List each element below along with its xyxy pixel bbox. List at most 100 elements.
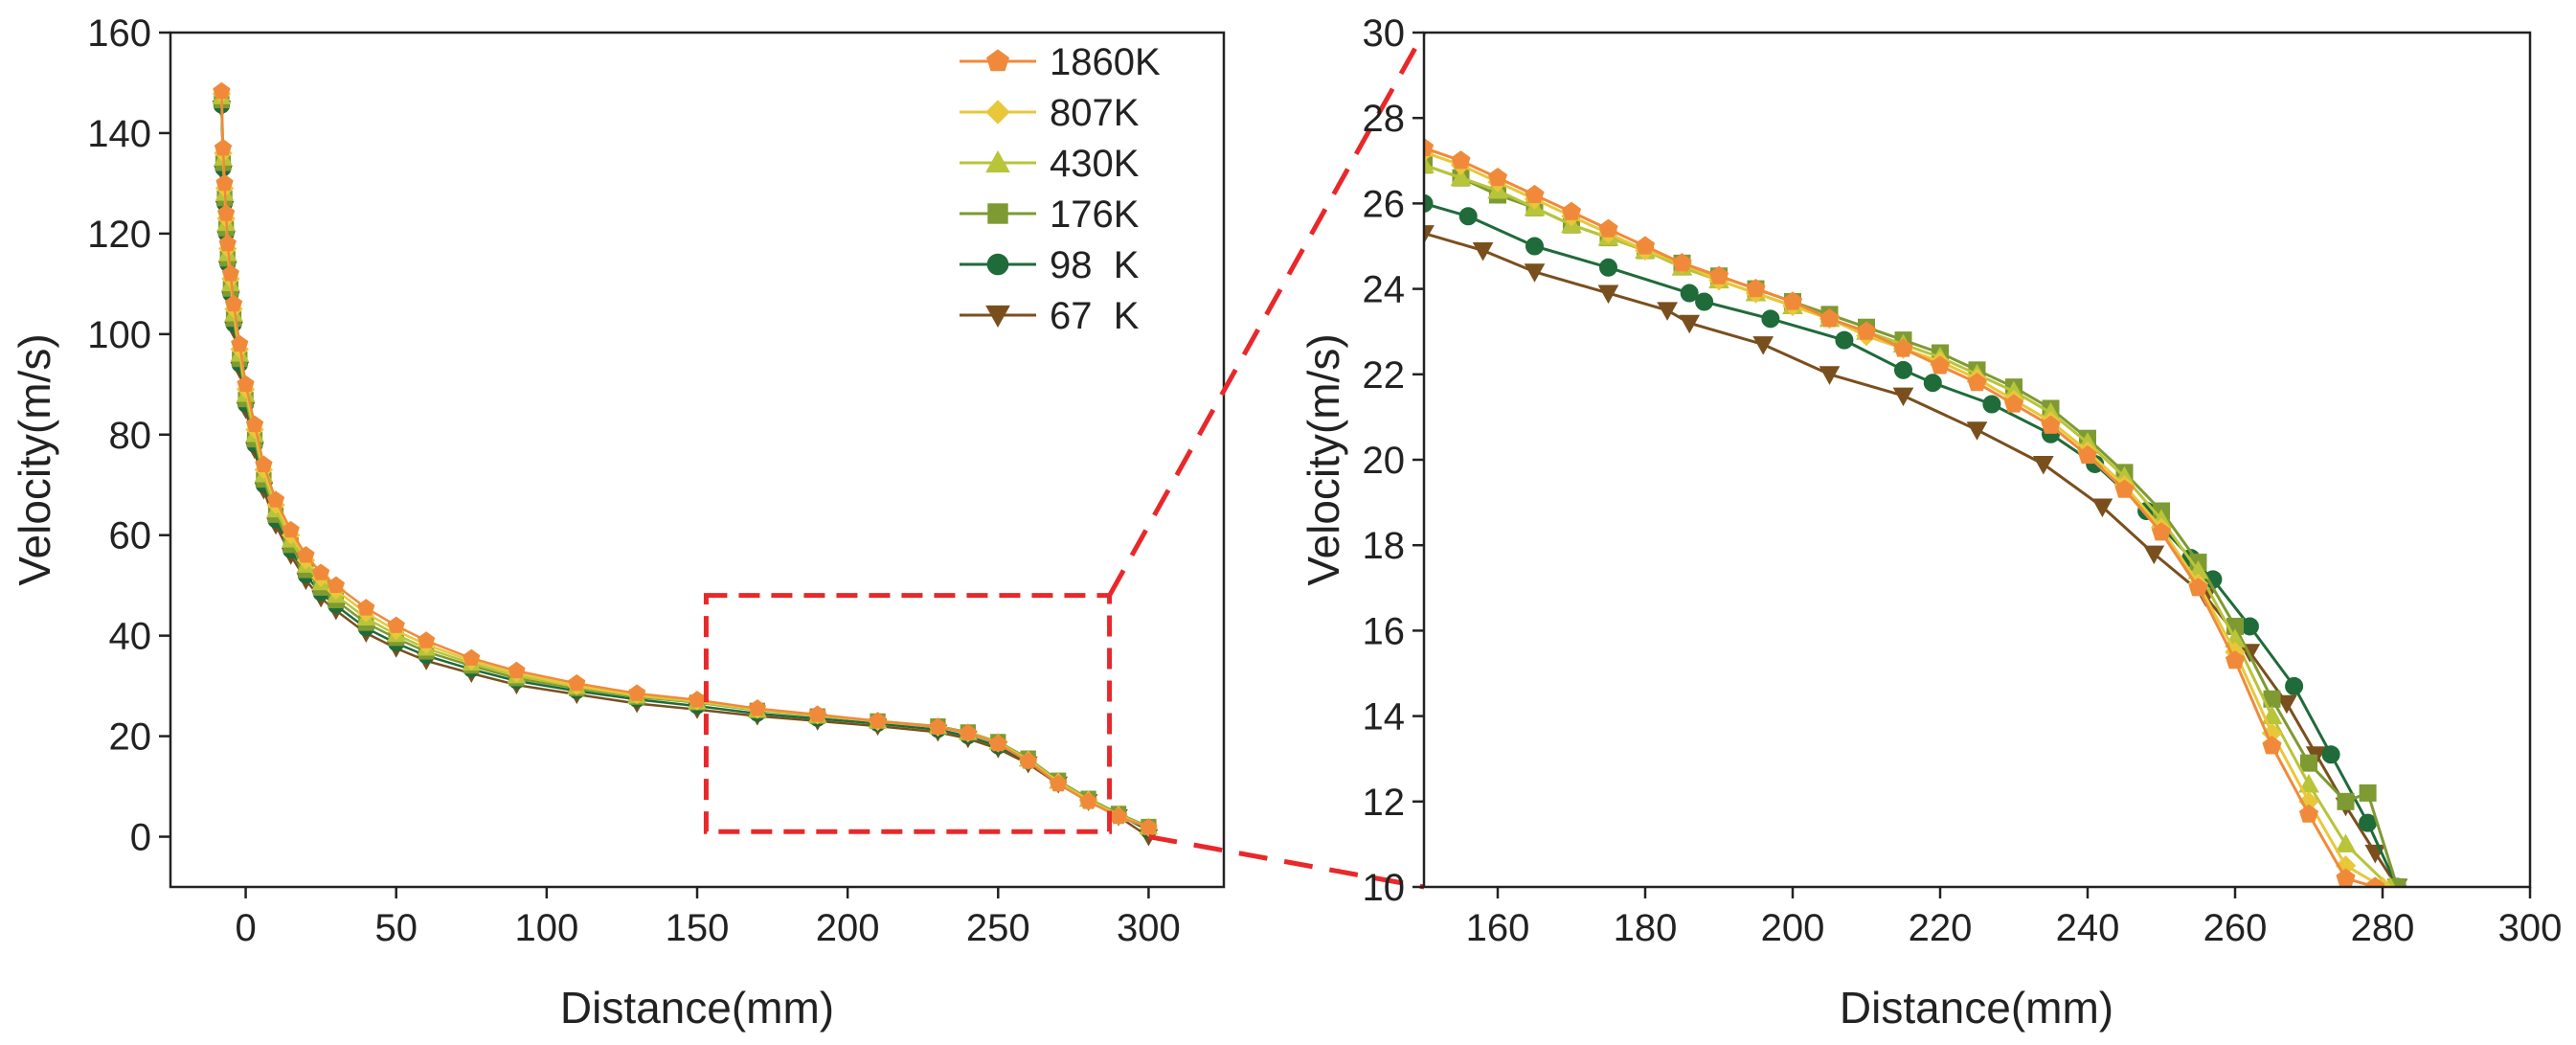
legend-marker-807k bbox=[985, 100, 1010, 125]
zoomed-x-tick-label: 300 bbox=[2498, 907, 2563, 949]
zoomed-data-point-1860k bbox=[2262, 736, 2282, 755]
full-range-data-point-1860k bbox=[231, 334, 249, 352]
zoomed-y-tick-label: 18 bbox=[1363, 525, 1406, 567]
zoomed-data-point-98k bbox=[2240, 617, 2259, 636]
zoomed-data-point-98k bbox=[1458, 207, 1478, 226]
zoomed-data-point-1860k bbox=[2365, 876, 2385, 887]
full-range-x-tick-label: 150 bbox=[666, 907, 730, 949]
zoomed-data-point-98k bbox=[1923, 374, 1942, 393]
zoomed-y-tick-label: 22 bbox=[1363, 354, 1406, 397]
zoomed-data-point-67k bbox=[1524, 263, 1546, 283]
zoomed-data-point-1860k bbox=[1635, 236, 1656, 255]
full-range-series-line-1860k bbox=[220, 91, 1149, 829]
zoomed-y-tick-label: 16 bbox=[1363, 610, 1406, 652]
zoomed-data-point-98k bbox=[1695, 292, 1714, 311]
full-range-x-tick-label: 300 bbox=[1117, 907, 1181, 949]
zoomed-x-tick-label: 200 bbox=[1761, 907, 1825, 949]
full-range-data-point-1860k bbox=[282, 520, 300, 538]
zoomed-data-point-67k bbox=[1752, 336, 1774, 355]
full-range-data-point-1860k bbox=[214, 139, 233, 156]
zoom-connector-lines bbox=[1107, 31, 1427, 890]
zoomed-data-point-67k bbox=[2143, 545, 2165, 565]
zoomed-data-point-430k bbox=[1450, 167, 1472, 187]
zoomed-data-point-1860k bbox=[1930, 355, 1951, 375]
zoomed-y-tick-label: 24 bbox=[1363, 269, 1406, 311]
zoomed-data-point-1860k bbox=[2188, 578, 2208, 597]
zoomed-data-point-67k bbox=[1819, 366, 1841, 385]
full-range-axis-ticks: 0 50 100 150 200 250 300 0 20 40 60 80 100 120 140 160 bbox=[87, 12, 1181, 949]
full-range-data-point-1860k bbox=[808, 705, 826, 722]
full-range-y-tick-label: 160 bbox=[87, 12, 151, 55]
full-range-data-point-1860k bbox=[869, 712, 887, 729]
legend-item-1860k: 1860K bbox=[960, 41, 1161, 83]
zoomed-x-tick-label: 260 bbox=[2203, 907, 2268, 949]
zoomed-series-line-807k bbox=[1424, 150, 2384, 887]
full-range-series-98k bbox=[213, 97, 1158, 839]
full-range-data-point-1860k bbox=[387, 616, 405, 633]
zoomed-data-point-1860k bbox=[1424, 137, 1435, 156]
zoomed-data-point-1860k bbox=[2336, 868, 2356, 887]
legend-label: 98 K bbox=[1050, 244, 1140, 286]
zoomed-y-tick-label: 26 bbox=[1363, 183, 1406, 225]
zoomed-x-tick-label: 240 bbox=[2056, 907, 2120, 949]
full-range-series-line-176k bbox=[220, 100, 1149, 829]
zoomed-data-point-67k bbox=[1597, 284, 1619, 305]
full-range-data-point-1860k bbox=[568, 673, 586, 692]
full-range-y-tick-label: 60 bbox=[109, 515, 152, 557]
zoomed-plot-frame bbox=[1422, 31, 2532, 889]
zoomed-data-point-98k bbox=[1680, 284, 1699, 303]
zoomed-data-point-67k bbox=[2032, 455, 2054, 475]
zoomed-series-line-176k bbox=[1424, 163, 2399, 887]
zoomed-series-group bbox=[1424, 137, 2408, 887]
zoomed-x-tick-label: 220 bbox=[1909, 907, 1973, 949]
full-range-data-point-1860k bbox=[1050, 774, 1068, 792]
zoomed-data-point-98k bbox=[1525, 237, 1544, 256]
full-range-data-point-1860k bbox=[266, 490, 285, 508]
zoomed-data-point-67k bbox=[1424, 225, 1435, 244]
zoomed-data-point-67k bbox=[1657, 302, 1678, 321]
zoomed-data-point-176k bbox=[2359, 784, 2377, 802]
zoomed-data-point-1860k bbox=[2225, 649, 2246, 670]
full-range-x-tick-label: 200 bbox=[816, 907, 880, 949]
zoomed-y-tick-label: 30 bbox=[1363, 12, 1406, 55]
zoomed-data-point-1860k bbox=[1967, 373, 1987, 392]
full-range-data-point-1860k bbox=[218, 234, 237, 252]
zoomed-data-point-67k bbox=[1892, 387, 1914, 407]
full-range-y-tick-label: 80 bbox=[109, 415, 152, 457]
full-range-y-tick-label: 120 bbox=[87, 214, 151, 256]
legend-item-67k: 67 K bbox=[960, 295, 1140, 337]
legend-label: 1860K bbox=[1050, 41, 1161, 83]
legend-marker-176k bbox=[987, 203, 1008, 224]
zoomed-y-tick-label: 28 bbox=[1363, 98, 1406, 140]
zoomed-series-line-67k bbox=[1424, 232, 2399, 887]
full-range-x-axis-title: Distance(mm) bbox=[560, 983, 834, 1033]
full-range-data-point-1860k bbox=[748, 699, 766, 716]
full-range-data-point-1860k bbox=[1019, 752, 1037, 769]
zoomed-data-point-98k bbox=[2321, 745, 2340, 764]
zoomed-y-axis-title: Velocity(m/s) bbox=[1299, 333, 1348, 585]
full-range-data-point-1860k bbox=[215, 173, 234, 192]
full-range-y-tick-label: 0 bbox=[130, 817, 151, 859]
zoomed-data-point-430k bbox=[2335, 833, 2357, 852]
zoomed-data-point-1860k bbox=[2114, 479, 2135, 498]
zoomed-data-point-1860k bbox=[1819, 308, 1840, 328]
full-range-data-point-1860k bbox=[1079, 792, 1097, 809]
zoomed-data-point-1860k bbox=[2077, 444, 2098, 465]
full-range-chart: 0 50 100 150 200 250 300020406080100120140160 … bbox=[10, 12, 1226, 1033]
zoomed-series-line-1860k bbox=[1424, 146, 2376, 887]
zoomed-data-point-98k bbox=[1982, 395, 2001, 414]
legend-label: 430K bbox=[1050, 143, 1140, 185]
zoomed-data-point-1860k bbox=[2298, 804, 2319, 823]
full-range-x-tick-label: 100 bbox=[514, 907, 578, 949]
full-range-data-point-1860k bbox=[312, 563, 330, 580]
zoomed-data-point-1860k bbox=[2003, 394, 2024, 413]
full-range-series-807k bbox=[212, 84, 1159, 837]
zoomed-data-point-67k bbox=[1966, 421, 1988, 441]
full-range-series-line-67k bbox=[220, 107, 1150, 838]
zoomed-series-430k bbox=[1424, 154, 2396, 887]
zoomed-data-point-98k bbox=[1894, 360, 1912, 379]
zoomed-series-line-430k bbox=[1424, 163, 2391, 887]
zoomed-data-point-1860k bbox=[1451, 150, 1471, 170]
zoomed-series-98k bbox=[1424, 193, 2407, 887]
